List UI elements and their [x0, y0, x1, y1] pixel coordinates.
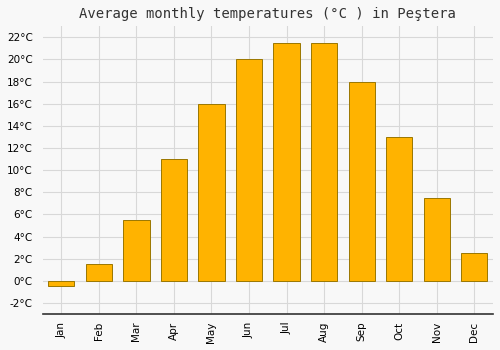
Bar [161, 159, 187, 281]
Bar [48, 281, 74, 286]
Bar [311, 43, 338, 281]
Bar [274, 43, 299, 281]
Bar [124, 220, 150, 281]
Bar [236, 60, 262, 281]
Bar [86, 264, 112, 281]
Bar [198, 104, 224, 281]
Bar [348, 82, 375, 281]
Bar [424, 198, 450, 281]
Title: Average monthly temperatures (°C ) in Peştera: Average monthly temperatures (°C ) in Pe… [80, 7, 456, 21]
Bar [461, 253, 487, 281]
Bar [386, 137, 412, 281]
